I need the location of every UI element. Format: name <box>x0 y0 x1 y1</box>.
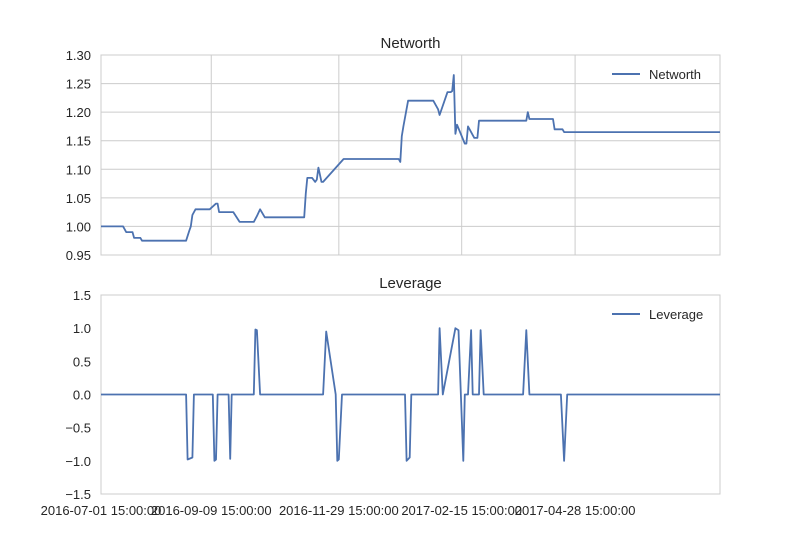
networth-y-tick-label: 1.00 <box>66 219 91 234</box>
networth-y-tick-label: 1.25 <box>66 77 91 92</box>
networth-series-line <box>101 74 720 242</box>
networth-y-tick-label: 0.95 <box>66 248 91 263</box>
networth-title: Networth <box>380 35 440 52</box>
leverage-y-tick-label: 1.0 <box>73 321 91 336</box>
leverage-x-tick-label: 2016-09-09 15:00:00 <box>151 503 272 518</box>
leverage-y-tick-label: 0.5 <box>73 354 91 369</box>
leverage-y-tick-label: −0.5 <box>65 421 91 436</box>
networth-plot-area <box>101 55 720 255</box>
networth-y-tick-label: 1.15 <box>66 134 91 149</box>
leverage-x-tick-label: 2017-04-28 15:00:00 <box>515 503 636 518</box>
networth-legend-label: Networth <box>649 67 701 82</box>
networth-y-tick-label: 1.20 <box>66 105 91 120</box>
leverage-y-tick-label: −1.5 <box>65 487 91 502</box>
leverage-y-tick-label: 0.0 <box>73 388 91 403</box>
networth-y-tick-label: 1.10 <box>66 162 91 177</box>
leverage-y-tick-label: −1.0 <box>65 454 91 469</box>
leverage-panel: −1.5 −1.0 −0.5 0.0 0.5 1.0 1.5 2016-07-01 15:00… <box>41 275 721 518</box>
leverage-title: Leverage <box>379 275 442 292</box>
networth-panel: 0.95 1.00 1.05 1.10 1.15 1.20 1.25 1.30 Networth… <box>66 35 721 263</box>
networth-y-tick-label: 1.05 <box>66 191 91 206</box>
leverage-x-tick-label: 2017-02-15 15:00:00 <box>401 503 522 518</box>
leverage-x-tick-label: 2016-11-29 15:00:00 <box>279 503 399 518</box>
leverage-legend-label: Leverage <box>649 307 703 322</box>
leverage-x-tick-label: 2016-07-01 15:00:00 <box>41 503 162 518</box>
networth-y-tick-label: 1.30 <box>66 48 91 63</box>
leverage-y-tick-label: 1.5 <box>73 288 91 303</box>
networth-frame <box>100 54 721 256</box>
leverage-series-line <box>101 327 720 462</box>
